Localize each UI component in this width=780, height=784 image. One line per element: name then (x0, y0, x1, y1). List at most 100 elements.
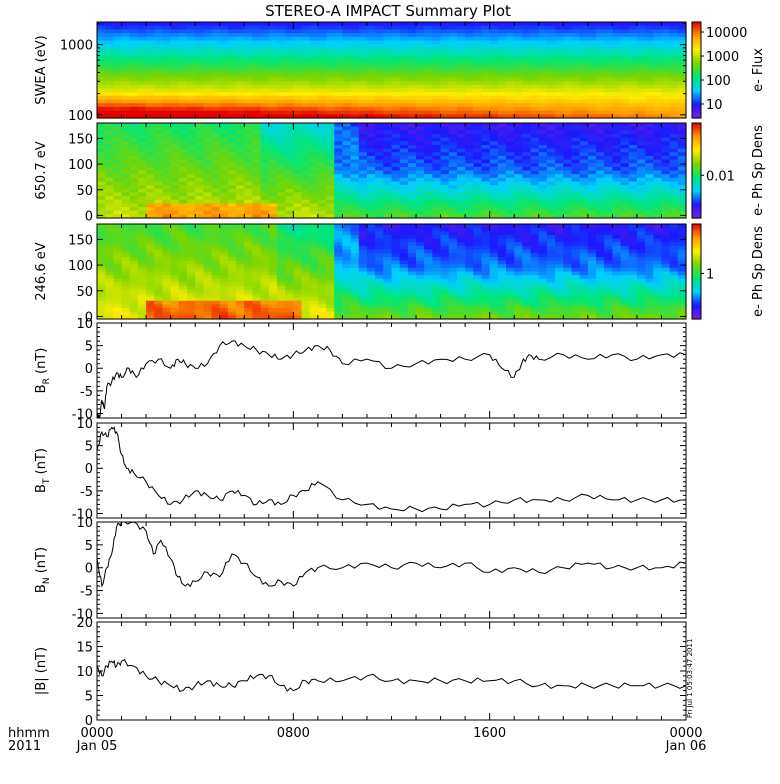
heatmap-cell (490, 196, 499, 200)
heatmap-cell (400, 138, 409, 142)
heatmap-cell (97, 207, 106, 211)
heatmap-cell (367, 207, 376, 211)
heatmap-cell (571, 26, 580, 30)
heatmap-cell (645, 196, 654, 200)
heatmap-cell (122, 185, 131, 189)
heatmap-cell (220, 29, 229, 33)
heatmap-cell (326, 189, 335, 193)
heatmap-cell (105, 141, 114, 145)
heatmap-cell (105, 138, 114, 142)
heatmap-cell (244, 196, 253, 200)
heatmap-cell (310, 26, 319, 30)
heatmap-cell (506, 96, 515, 100)
heatmap-cell (310, 96, 319, 100)
heatmap-cell (645, 174, 654, 178)
heatmap-cell (351, 242, 360, 246)
heatmap-cell (621, 81, 630, 85)
heatmap-cell (432, 138, 441, 142)
heatmap-cell (146, 200, 155, 204)
heatmap-cell (580, 200, 589, 204)
heatmap-cell (318, 239, 327, 243)
heatmap-cell (359, 59, 368, 63)
heatmap-cell (220, 301, 229, 305)
heatmap-cell (277, 312, 286, 316)
heatmap-cell (285, 253, 294, 257)
heatmap-cell (212, 163, 221, 167)
heatmap-cell (179, 272, 188, 276)
heatmap-cell (302, 293, 311, 297)
heatmap-cell (416, 77, 425, 81)
heatmap-cell (416, 29, 425, 33)
heatmap-cell (563, 189, 572, 193)
heatmap-cell (220, 92, 229, 96)
heatmap-cell (130, 275, 139, 279)
heatmap-cell (195, 92, 204, 96)
heatmap-cell (629, 207, 638, 211)
heatmap-cell (105, 189, 114, 193)
heatmap-cell (122, 163, 131, 167)
heatmap-cell (555, 55, 564, 59)
heatmap-cell (580, 59, 589, 63)
heatmap-cell (547, 160, 556, 164)
heatmap-cell (522, 156, 531, 160)
heatmap-cell (179, 282, 188, 286)
heatmap-cell (670, 123, 679, 127)
heatmap-cell (629, 33, 638, 37)
heatmap-cell (97, 149, 106, 153)
heatmap-cell (342, 224, 351, 228)
heatmap-cell (244, 141, 253, 145)
heatmap-cell (179, 37, 188, 41)
heatmap-cell (367, 312, 376, 316)
heatmap-cell (171, 152, 180, 156)
heatmap-cell (653, 81, 662, 85)
heatmap-cell (531, 103, 540, 107)
heatmap-cell (154, 264, 163, 268)
heatmap-cell (122, 26, 131, 30)
heatmap-cell (383, 130, 392, 134)
heatmap-cell (449, 59, 458, 63)
heatmap-cell (498, 66, 507, 70)
heatmap-cell (154, 33, 163, 37)
heatmap-cell (220, 37, 229, 41)
heatmap-cell (367, 203, 376, 207)
heatmap-cell (629, 111, 638, 115)
heatmap-cell (187, 279, 196, 283)
heatmap-cell (408, 163, 417, 167)
heatmap-cell (670, 22, 679, 26)
heatmap-cell (670, 111, 679, 115)
heatmap-cell (367, 29, 376, 33)
heatmap-cell (457, 171, 466, 175)
heatmap-cell (179, 304, 188, 308)
heatmap-cell (563, 48, 572, 52)
heatmap-cell (179, 192, 188, 196)
heatmap-cell (326, 224, 335, 228)
heatmap-cell (441, 111, 450, 115)
heatmap-cell (203, 207, 212, 211)
heatmap-cell (621, 29, 630, 33)
heatmap-cell (547, 92, 556, 96)
heatmap-cell (449, 152, 458, 156)
heatmap-cell (547, 40, 556, 44)
heatmap-cell (302, 85, 311, 89)
heatmap-cell (212, 231, 221, 235)
heatmap-cell (252, 224, 261, 228)
heatmap-cell (146, 167, 155, 171)
heatmap-cell (522, 74, 531, 78)
heatmap-cell (252, 77, 261, 81)
heatmap-cell (449, 70, 458, 74)
heatmap-cell (277, 181, 286, 185)
heatmap-cell (236, 127, 245, 131)
heatmap-cell (162, 211, 171, 215)
heatmap-cell (244, 26, 253, 30)
heatmap-cell (203, 167, 212, 171)
heatmap-cell (473, 196, 482, 200)
heatmap-cell (122, 239, 131, 243)
heatmap-cell (416, 138, 425, 142)
heatmap-cell (277, 55, 286, 59)
heatmap-cell (392, 228, 401, 232)
heatmap-cell (154, 185, 163, 189)
heatmap-cell (154, 107, 163, 111)
heatmap-cell (457, 200, 466, 204)
heatmap-cell (596, 92, 605, 96)
heatmap-cell (113, 275, 122, 279)
